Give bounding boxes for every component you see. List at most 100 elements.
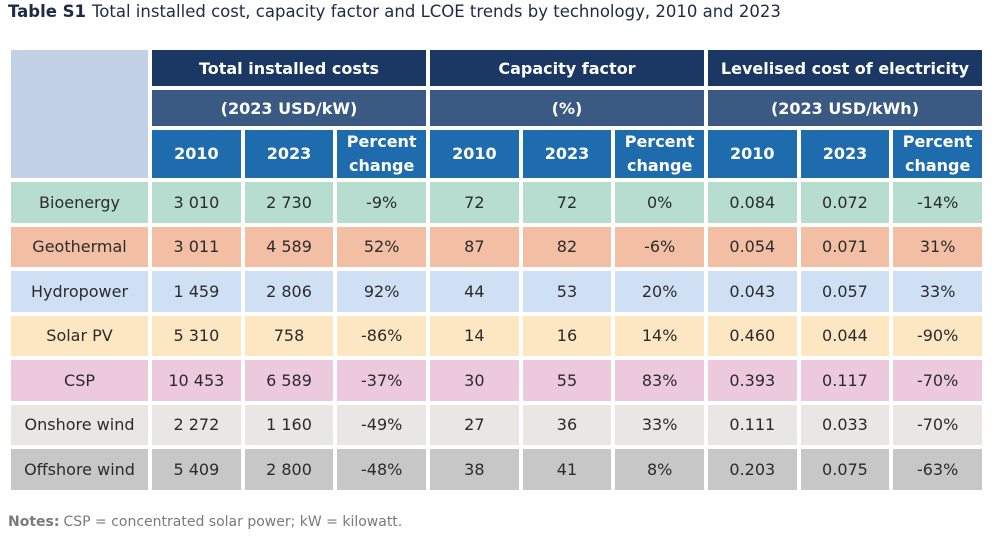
lcoe-2010: 0.084: [707, 182, 797, 223]
col-header-cost-2023: 2023: [244, 130, 334, 178]
table-label: Table S1: [8, 2, 87, 21]
capacity-factor-percent-change: 0%: [615, 182, 704, 223]
table-row: Solar PV 5 310 758 -86% 14 16 14% 0.460 …: [11, 315, 982, 356]
col-header-cf-2023: 2023: [522, 130, 612, 178]
cost-percent-change: -49%: [337, 404, 426, 445]
pct-label-line1: Percent: [346, 132, 417, 151]
lcoe-2023: 0.071: [800, 226, 890, 267]
lcoe-2010: 0.043: [707, 271, 797, 312]
capacity-factor-percent-change: 8%: [615, 449, 704, 490]
col-header-lcoe-2010: 2010: [707, 130, 797, 178]
technology-name: Hydropower: [11, 271, 149, 312]
table-row: Offshore wind 5 409 2 800 -48% 38 41 8% …: [11, 449, 982, 490]
lcoe-2023: 0.033: [800, 404, 890, 445]
col-header-lcoe-2023: 2023: [800, 130, 890, 178]
lcoe-percent-change: -14%: [893, 182, 982, 223]
capacity-factor-percent-change: 33%: [615, 404, 704, 445]
group-header-lcoe: Levelised cost of electricity: [707, 50, 982, 86]
col-header-lcoe-pct: Percent change: [893, 130, 982, 178]
cost-2010: 3 011: [152, 226, 241, 267]
capacity-factor-percent-change: 83%: [615, 360, 704, 401]
technology-name: CSP: [11, 360, 149, 401]
table-row: Onshore wind 2 272 1 160 -49% 27 36 33% …: [11, 404, 982, 445]
capacity-factor-2023: 55: [522, 360, 612, 401]
cost-2010: 2 272: [152, 404, 241, 445]
lcoe-2010: 0.111: [707, 404, 797, 445]
technology-name: Offshore wind: [11, 449, 149, 490]
capacity-factor-2010: 87: [430, 226, 519, 267]
capacity-factor-2010: 44: [430, 271, 519, 312]
cost-2023: 2 806: [244, 271, 334, 312]
cost-2023: 6 589: [244, 360, 334, 401]
corner-cell: [11, 50, 149, 178]
unit-header-lcoe: (2023 USD/kWh): [707, 90, 982, 126]
cost-2023: 758: [244, 315, 334, 356]
table-title: Total installed cost, capacity factor an…: [92, 2, 781, 21]
capacity-factor-percent-change: 14%: [615, 315, 704, 356]
lcoe-2023: 0.057: [800, 271, 890, 312]
capacity-factor-2023: 41: [522, 449, 612, 490]
unit-header-capacity-factor: (%): [430, 90, 704, 126]
cost-2023: 1 160: [244, 404, 334, 445]
col-header-cf-2010: 2010: [430, 130, 519, 178]
lcoe-percent-change: -90%: [893, 315, 982, 356]
cost-2010: 1 459: [152, 271, 241, 312]
lcoe-percent-change: -70%: [893, 404, 982, 445]
cost-percent-change: -86%: [337, 315, 426, 356]
cost-2010: 3 010: [152, 182, 241, 223]
lcoe-table: Total installed costs Capacity factor Le…: [7, 46, 986, 494]
capacity-factor-2023: 16: [522, 315, 612, 356]
cost-2010: 10 453: [152, 360, 241, 401]
lcoe-2023: 0.117: [800, 360, 890, 401]
capacity-factor-2010: 27: [430, 404, 519, 445]
pct-label-line2: change: [904, 156, 971, 175]
cost-percent-change: -37%: [337, 360, 426, 401]
table-caption: Table S1 Total installed cost, capacity f…: [8, 2, 781, 21]
group-header-installed-costs: Total installed costs: [152, 50, 426, 86]
lcoe-2010: 0.054: [707, 226, 797, 267]
lcoe-2010: 0.460: [707, 315, 797, 356]
capacity-factor-2010: 30: [430, 360, 519, 401]
capacity-factor-2023: 72: [522, 182, 612, 223]
capacity-factor-percent-change: -6%: [615, 226, 704, 267]
capacity-factor-2010: 14: [430, 315, 519, 356]
lcoe-2010: 0.393: [707, 360, 797, 401]
technology-name: Geothermal: [11, 226, 149, 267]
col-header-cf-pct: Percent change: [615, 130, 704, 178]
pct-label-line2: change: [626, 156, 693, 175]
cost-percent-change: -9%: [337, 182, 426, 223]
lcoe-percent-change: -63%: [893, 449, 982, 490]
pct-label-line2: change: [348, 156, 415, 175]
capacity-factor-2010: 38: [430, 449, 519, 490]
lcoe-2010: 0.203: [707, 449, 797, 490]
technology-name: Solar PV: [11, 315, 149, 356]
lcoe-percent-change: 31%: [893, 226, 982, 267]
lcoe-2023: 0.075: [800, 449, 890, 490]
pct-label-line1: Percent: [624, 132, 695, 151]
group-header-capacity-factor: Capacity factor: [430, 50, 704, 86]
table-row: CSP 10 453 6 589 -37% 30 55 83% 0.393 0.…: [11, 360, 982, 401]
cost-2010: 5 310: [152, 315, 241, 356]
capacity-factor-2023: 36: [522, 404, 612, 445]
unit-header-installed-costs: (2023 USD/kW): [152, 90, 426, 126]
table-notes: Notes: CSP = concentrated solar power; kW…: [8, 514, 402, 530]
table-row: Geothermal 3 011 4 589 52% 87 82 -6% 0.0…: [11, 226, 982, 267]
notes-label: Notes:: [8, 514, 60, 530]
col-header-cost-2010: 2010: [152, 130, 241, 178]
lcoe-percent-change: 33%: [893, 271, 982, 312]
technology-name: Bioenergy: [11, 182, 149, 223]
capacity-factor-2023: 82: [522, 226, 612, 267]
pct-label-line1: Percent: [902, 132, 973, 151]
cost-2023: 2 800: [244, 449, 334, 490]
cost-percent-change: 92%: [337, 271, 426, 312]
lcoe-percent-change: -70%: [893, 360, 982, 401]
table-row: Hydropower 1 459 2 806 92% 44 53 20% 0.0…: [11, 271, 982, 312]
table-row: Bioenergy 3 010 2 730 -9% 72 72 0% 0.084…: [11, 182, 982, 223]
capacity-factor-2023: 53: [522, 271, 612, 312]
cost-2023: 2 730: [244, 182, 334, 223]
technology-name: Onshore wind: [11, 404, 149, 445]
col-header-cost-pct: Percent change: [337, 130, 426, 178]
notes-text: CSP = concentrated solar power; kW = kil…: [63, 514, 403, 530]
cost-percent-change: -48%: [337, 449, 426, 490]
cost-2023: 4 589: [244, 226, 334, 267]
